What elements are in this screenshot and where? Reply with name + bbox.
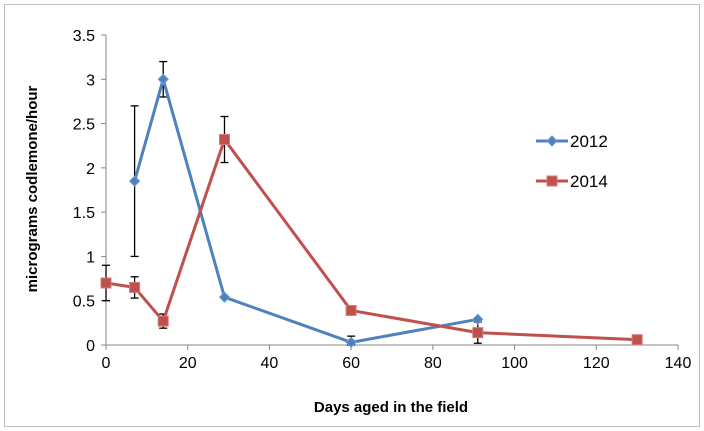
data-point-2012 <box>345 336 357 349</box>
series-markers <box>100 73 643 349</box>
data-point-2012 <box>128 175 141 187</box>
y-tick-label: 3.5 <box>73 28 95 45</box>
data-point-2012 <box>218 291 231 303</box>
data-point-2014 <box>631 334 643 346</box>
y-tick-label: 1.5 <box>73 205 95 222</box>
x-tick-label: 20 <box>179 355 197 372</box>
y-tick-label: 2 <box>86 161 95 178</box>
data-point-2012 <box>472 313 484 326</box>
series-lines <box>105 77 638 344</box>
error-bars <box>102 60 482 346</box>
data-point-2014 <box>100 277 112 289</box>
legend-label-2012: 2012 <box>570 132 608 151</box>
legend-marker-2012 <box>546 135 558 147</box>
chart-frame <box>4 4 700 427</box>
axes <box>101 34 679 350</box>
x-tick-label: 120 <box>583 355 610 372</box>
data-point-2014 <box>472 327 484 339</box>
legend-label-2014: 2014 <box>570 172 608 191</box>
data-point-2014 <box>345 304 357 316</box>
data-point-2014 <box>218 134 230 146</box>
y-axis-label: micrograms codlemone/hour <box>24 85 41 292</box>
legend-marker-2014 <box>546 175 558 187</box>
y-tick-label: 0 <box>86 338 95 355</box>
x-tick-label: 0 <box>102 355 111 372</box>
y-tick-label: 1 <box>86 249 95 266</box>
data-point-2014 <box>157 315 169 327</box>
y-tick-label: 2.5 <box>73 117 95 134</box>
y-tick-label: 3 <box>86 72 95 89</box>
series-line-2014 <box>105 138 638 342</box>
x-tick-label: 40 <box>261 355 279 372</box>
x-tick-label: 100 <box>501 355 528 372</box>
y-tick-label: 0.5 <box>73 294 95 311</box>
tick-labels: 0 0.5 1 1.5 2 2.5 3 3.5 0 20 40 60 80 100 120 140 <box>73 28 692 372</box>
series-line-2012 <box>133 77 479 344</box>
data-point-2012 <box>157 73 169 85</box>
x-axis-label: Days aged in the field <box>314 399 468 416</box>
x-tick-label: 60 <box>342 355 360 372</box>
data-point-2014 <box>129 281 141 293</box>
x-tick-label: 80 <box>424 355 442 372</box>
x-tick-label: 140 <box>665 355 692 372</box>
legend: 2012 2014 <box>536 132 608 191</box>
